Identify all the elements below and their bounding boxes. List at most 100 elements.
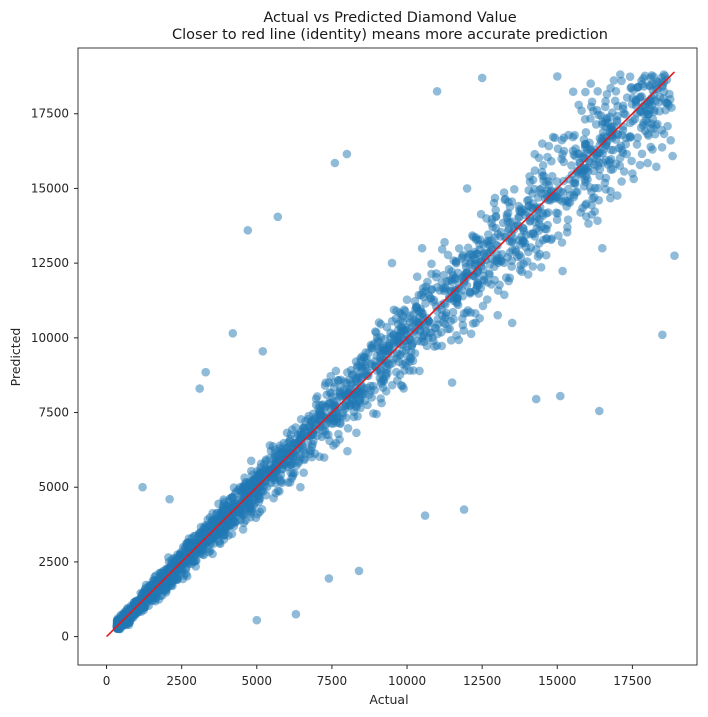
scatter-point <box>552 177 562 186</box>
scatter-point <box>552 215 562 224</box>
scatter-point <box>459 309 469 318</box>
scatter-point <box>376 320 386 329</box>
scatter-point <box>586 102 596 111</box>
scatter-point <box>524 201 534 210</box>
scatter-point <box>329 396 338 406</box>
scatter-point <box>432 283 442 292</box>
scatter-point <box>580 115 590 124</box>
scatter-point <box>577 106 586 115</box>
scatter-point <box>658 330 667 340</box>
scatter-point <box>182 571 192 581</box>
scatter-point <box>517 232 526 241</box>
scatter-point <box>584 219 593 228</box>
scatter-point <box>443 250 453 260</box>
scatter-point <box>268 442 278 451</box>
scatter-point <box>625 131 635 141</box>
scatter-point <box>552 192 561 202</box>
scatter-point <box>593 183 603 193</box>
scatter-point <box>187 533 197 543</box>
scatter-point <box>387 258 397 268</box>
scatter-point <box>564 130 573 140</box>
scatter-point <box>613 191 622 200</box>
scatter-point <box>282 450 292 460</box>
scatter-point <box>491 256 500 265</box>
scatter-point <box>586 79 595 88</box>
scatter-point <box>458 254 467 263</box>
scatter-point <box>617 177 626 186</box>
scatter-point <box>598 117 607 126</box>
scatter-point <box>462 184 472 193</box>
scatter-point <box>215 521 225 531</box>
scatter-point <box>659 87 669 96</box>
scatter-point <box>254 497 264 507</box>
scatter-point <box>501 233 510 242</box>
scatter-point <box>633 133 642 142</box>
scatter-point <box>499 258 509 268</box>
scatter-point <box>273 212 283 222</box>
scatter-point <box>261 456 271 466</box>
scatter-point <box>505 273 515 283</box>
scatter-point <box>513 252 522 261</box>
scatter-point <box>427 259 436 269</box>
scatter-point <box>352 428 361 438</box>
scatter-point <box>475 314 485 323</box>
scatter-point <box>543 152 552 162</box>
scatter-point <box>325 436 334 446</box>
scatter-point <box>563 215 573 224</box>
scatter-point <box>433 329 443 339</box>
scatter-point <box>363 400 372 410</box>
scatter-point <box>371 328 381 337</box>
scatter-point <box>587 187 596 196</box>
scatter-point <box>530 166 540 175</box>
scatter-point <box>247 466 256 476</box>
y-tick-label: 10000 <box>31 331 69 345</box>
scatter-point <box>258 347 268 356</box>
chart-subtitle: Closer to red line (identity) means more… <box>172 27 608 43</box>
scatter-point <box>605 112 615 122</box>
scatter-point <box>637 149 647 159</box>
y-tick-label: 12500 <box>31 256 69 270</box>
scatter-point <box>595 406 604 416</box>
scatter-point <box>539 235 548 245</box>
scatter-point <box>583 175 592 184</box>
scatter-point <box>639 118 648 127</box>
scatter-point <box>330 158 340 168</box>
scatter-point <box>592 154 602 163</box>
scatter-point <box>406 353 415 363</box>
scatter-point <box>334 429 343 439</box>
scatter-point <box>484 230 493 239</box>
scatter-point <box>414 290 424 300</box>
scatter-point <box>334 376 343 385</box>
scatter-point <box>243 226 253 235</box>
scatter-point <box>315 409 325 418</box>
scatter-point <box>487 244 497 254</box>
scatter-point <box>377 398 386 408</box>
scatter-point <box>617 130 627 140</box>
scatter-point <box>570 179 580 189</box>
scatter-point <box>571 187 580 197</box>
scatter-point <box>601 97 610 106</box>
scatter-point <box>537 184 547 193</box>
y-tick-label: 17500 <box>31 107 69 121</box>
scatter-point <box>238 525 248 534</box>
scatter-point <box>396 323 406 333</box>
scatter-point <box>475 240 484 249</box>
y-tick-label: 7500 <box>38 406 69 420</box>
scatter-point <box>276 475 286 485</box>
scatter-point <box>564 174 574 184</box>
scatter-point <box>593 161 602 170</box>
scatter-point <box>493 286 503 295</box>
scatter-point <box>601 185 610 194</box>
scatter-point <box>521 242 531 252</box>
scatter-point <box>423 277 432 287</box>
scatter-point <box>643 158 652 168</box>
scatter-point <box>391 337 401 347</box>
scatter-point <box>451 259 461 268</box>
y-tick-label: 15000 <box>31 181 69 195</box>
scatter-point <box>448 307 458 317</box>
scatter-point <box>446 336 456 345</box>
scatter-point <box>384 347 394 356</box>
scatter-point <box>296 482 305 492</box>
scatter-point <box>625 72 635 81</box>
scatter-point <box>538 139 547 148</box>
